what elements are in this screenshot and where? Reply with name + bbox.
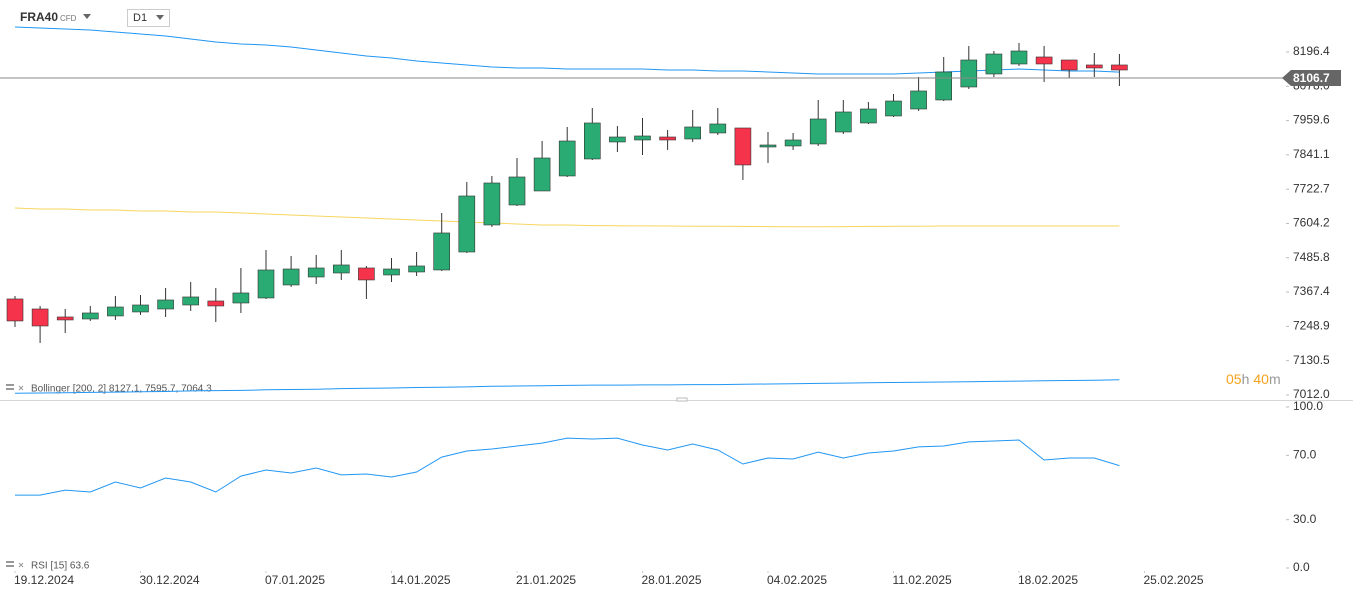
indicator-label: Bollinger [200, 2] 8127.1, 7595.7, 7064.… [31,384,212,395]
candle-body [684,126,702,140]
x-tick-label: 11.02.2025 [893,573,952,587]
candle-body [82,312,99,320]
candle-body [960,59,978,88]
candle-body [1060,59,1078,71]
candle-body [31,308,49,327]
candle-body [383,268,400,276]
candle-body [132,304,149,313]
timeframe-dropdown[interactable] [156,15,164,20]
symbol-dropdown[interactable] [83,14,91,19]
candle-body [332,264,350,274]
candle-body [358,267,375,281]
y-tick-label: 7485.8 [1293,250,1330,264]
last-price-label: 8106.7 [1293,71,1330,85]
countdown-minutes: 40 [1253,371,1269,387]
y-tick-label: 0.0 [1293,560,1310,574]
y-tick-label: 8196.4 [1293,44,1330,58]
candle-body [207,300,225,307]
x-tick-label: 30.12.2024 [140,573,200,587]
legend-icon[interactable] [6,384,14,386]
candle-body [609,136,626,143]
candle-body [307,267,325,278]
last-price-tag [1282,69,1341,86]
candle-body [935,71,953,101]
rsi-legend: RSI [15] 63.6 [6,561,90,572]
candle-body [985,53,1003,75]
countdown: 05h 40m [1226,371,1281,387]
candle-body [1035,56,1053,65]
candle-body [885,100,902,117]
legend-close[interactable] [18,385,24,391]
legend-icon[interactable] [6,565,14,567]
line-series [14,207,1120,228]
candle-body [784,139,802,147]
y-tick-label: 7604.2 [1293,216,1330,230]
legend-close[interactable] [18,562,24,568]
candle-body [709,123,727,134]
y-tick-label: 7248.9 [1293,319,1330,333]
candle-body [734,127,752,166]
indicator-label: RSI [15] 63.6 [31,561,90,572]
y-tick-label: 100.0 [1293,399,1323,413]
candle-body [408,265,425,273]
y-tick-label: 7367.4 [1293,284,1330,298]
candle-body [1086,64,1103,69]
candle-body [508,176,526,206]
legend-icon[interactable] [6,388,14,390]
y-tick-label: 7722.7 [1293,181,1330,195]
symbol[interactable]: FRA40 [20,10,58,24]
timeframe-box[interactable] [127,9,170,27]
x-tick-label: 18.02.2025 [1018,573,1078,587]
candle-body [56,316,74,321]
line-series [15,437,1120,496]
y-tick-label: 70.0 [1293,447,1317,461]
x-tick-label: 21.01.2025 [516,573,576,587]
y-tick-label: 7959.6 [1293,113,1330,127]
x-tick-label: 07.01.2025 [265,573,325,587]
candle-body [910,90,927,110]
candle-body [182,296,199,306]
pane-handle[interactable] [676,397,688,402]
candle-body [834,111,852,133]
candle-body [634,135,651,141]
candle-body [107,306,124,317]
candle-body [6,298,24,322]
y-tick-label: 30.0 [1293,512,1317,526]
candle-body [759,144,777,148]
candle-body [583,122,601,160]
line-series [14,379,1120,394]
y-tick-label: 7012.0 [1293,387,1330,401]
bollinger-legend: Bollinger [200, 2] 8127.1, 7595.7, 7064.… [6,384,212,395]
candle-body [1010,50,1028,65]
instrument-type: CFD [60,14,77,23]
candle-body [1111,64,1128,71]
timeframe[interactable]: D1 [133,12,147,24]
y-tick-label: 7130.5 [1293,353,1330,367]
candle-body [433,232,451,271]
countdown-hours: 05 [1226,371,1242,387]
x-tick-label: 19.12.2024 [14,573,74,587]
candle-body [232,292,250,304]
candle-body [558,140,576,177]
candle-body [533,157,551,192]
legend-icon[interactable] [6,561,14,563]
countdown-unit: h [1242,371,1250,387]
candle-body [860,108,877,124]
candle-body [157,299,174,310]
x-tick-label: 25.02.2025 [1144,573,1204,587]
x-tick-label: 04.02.2025 [767,573,827,587]
candle-body [483,182,501,226]
x-tick-label: 28.01.2025 [642,573,702,587]
candle-body [458,195,476,253]
candle-body [282,268,300,286]
candle-body [809,118,827,145]
countdown-unit: m [1269,371,1281,387]
y-tick-label: 7841.1 [1293,147,1330,161]
candle-body [257,269,275,299]
line-series [14,26,1120,75]
x-tick-label: 14.01.2025 [391,573,451,587]
candle-body [659,136,676,141]
